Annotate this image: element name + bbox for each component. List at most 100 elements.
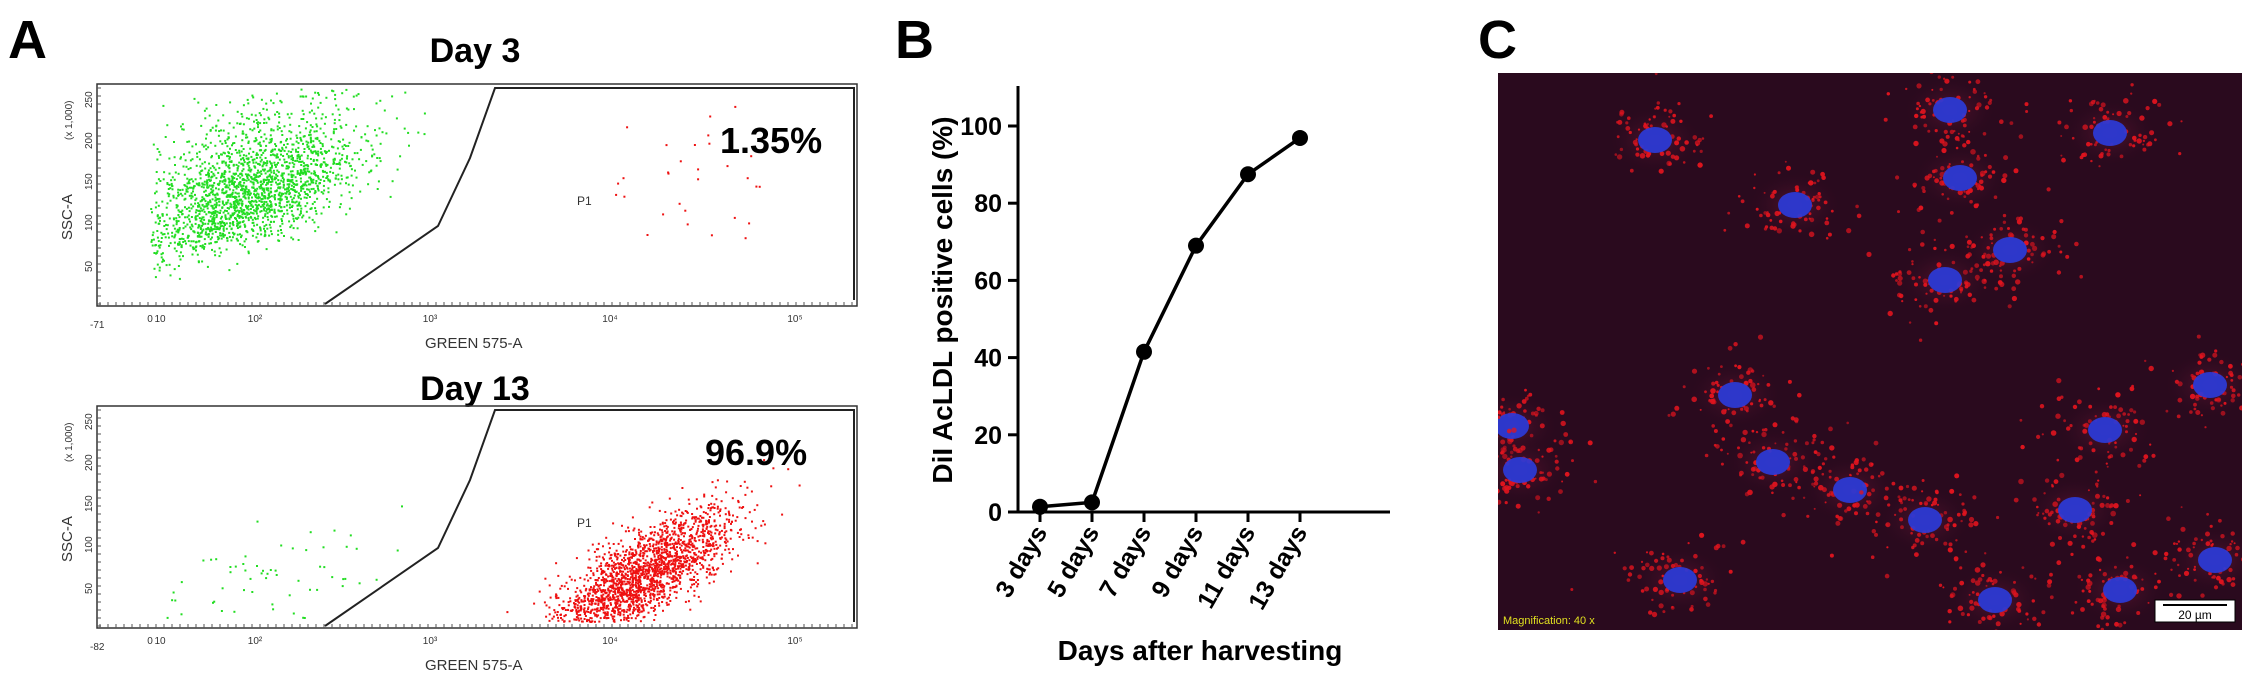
event-dot [196, 152, 198, 155]
event-dot [331, 113, 334, 116]
event-dot [251, 234, 254, 237]
event-dot [615, 606, 618, 609]
data-point [1292, 129, 1308, 146]
event-dot [621, 558, 623, 561]
dil-punctum [1816, 179, 1820, 183]
event-dot [639, 597, 642, 600]
event-dot [286, 167, 289, 170]
event-dot [648, 543, 651, 545]
event-dot [211, 218, 214, 221]
event-dot [291, 154, 293, 157]
event-dot [256, 172, 259, 174]
event-dot [560, 584, 563, 587]
event-dot [695, 563, 698, 565]
event-dot [257, 195, 260, 198]
event-dot [268, 169, 271, 172]
event-dot [315, 212, 318, 215]
event-dot [292, 238, 295, 241]
event-dot [161, 200, 164, 203]
event-dot [663, 557, 666, 560]
event-dot [322, 161, 325, 164]
event-dot [654, 531, 656, 534]
event-dot [360, 136, 363, 139]
event-dot [236, 167, 239, 170]
event-dot [760, 524, 763, 527]
event-dot [653, 534, 656, 537]
event-dot [670, 537, 673, 540]
event-dot [209, 211, 212, 214]
event-dot [587, 549, 590, 552]
event-dot [260, 136, 263, 139]
event-dot [618, 591, 621, 594]
event-dot [356, 152, 359, 155]
dil-punctum [1933, 246, 1937, 251]
event-dot [649, 594, 652, 596]
event-dot [262, 151, 265, 154]
event-dot [660, 542, 663, 545]
dil-punctum [1747, 367, 1754, 373]
event-dot [213, 600, 216, 603]
event-dot [245, 133, 248, 136]
event-dot [228, 122, 231, 125]
event-dot [153, 267, 156, 270]
event-dot [650, 566, 653, 569]
event-dot [704, 511, 707, 514]
dil-punctum [1866, 251, 1872, 257]
event-dot [638, 533, 641, 536]
event-dot [241, 216, 244, 219]
event-dot [605, 595, 608, 598]
event-dot [716, 529, 719, 532]
event-dot [192, 240, 195, 243]
event-dot [734, 519, 737, 522]
event-dot [655, 543, 658, 546]
event-dot [250, 204, 253, 207]
event-dot [583, 604, 586, 606]
dil-punctum [2079, 274, 2083, 279]
event-dot [666, 530, 669, 533]
event-dot [315, 151, 318, 154]
event-dot [262, 107, 265, 110]
event-dot [672, 533, 675, 536]
event-dot [314, 171, 316, 174]
event-dot [696, 547, 699, 550]
event-dot [648, 569, 651, 572]
event-dot [661, 556, 664, 558]
event-dot [237, 174, 240, 177]
event-dot [657, 587, 660, 590]
event-dot [668, 560, 671, 563]
dil-punctum [1668, 115, 1671, 118]
event-dot [728, 520, 731, 523]
event-dot [350, 168, 353, 171]
event-dot [654, 608, 656, 611]
event-dot [603, 578, 606, 580]
event-dot [264, 148, 267, 151]
event-dot [202, 186, 205, 189]
event-dot [758, 185, 761, 188]
event-dot [278, 204, 281, 207]
dil-punctum [1918, 276, 1921, 279]
event-dot [605, 536, 608, 539]
event-dot [609, 557, 612, 560]
dil-punctum [1974, 263, 1980, 268]
event-dot [187, 187, 189, 190]
event-dot [634, 549, 637, 552]
event-dot [250, 228, 253, 231]
event-dot [639, 550, 642, 552]
event-dot [697, 555, 700, 558]
event-dot [673, 566, 676, 569]
event-dot [182, 238, 185, 241]
event-dot [665, 519, 668, 522]
event-dot [268, 160, 271, 163]
event-dot [675, 591, 678, 594]
event-dot [642, 567, 645, 570]
event-dot [238, 202, 241, 205]
event-dot [595, 599, 598, 602]
dil-punctum [1975, 183, 1981, 189]
event-dot [198, 150, 201, 153]
event-dot [204, 205, 206, 208]
event-dot [723, 525, 726, 528]
event-dot [678, 508, 681, 511]
event-dot [185, 242, 187, 245]
event-dot [280, 153, 282, 156]
event-dot [253, 140, 256, 143]
